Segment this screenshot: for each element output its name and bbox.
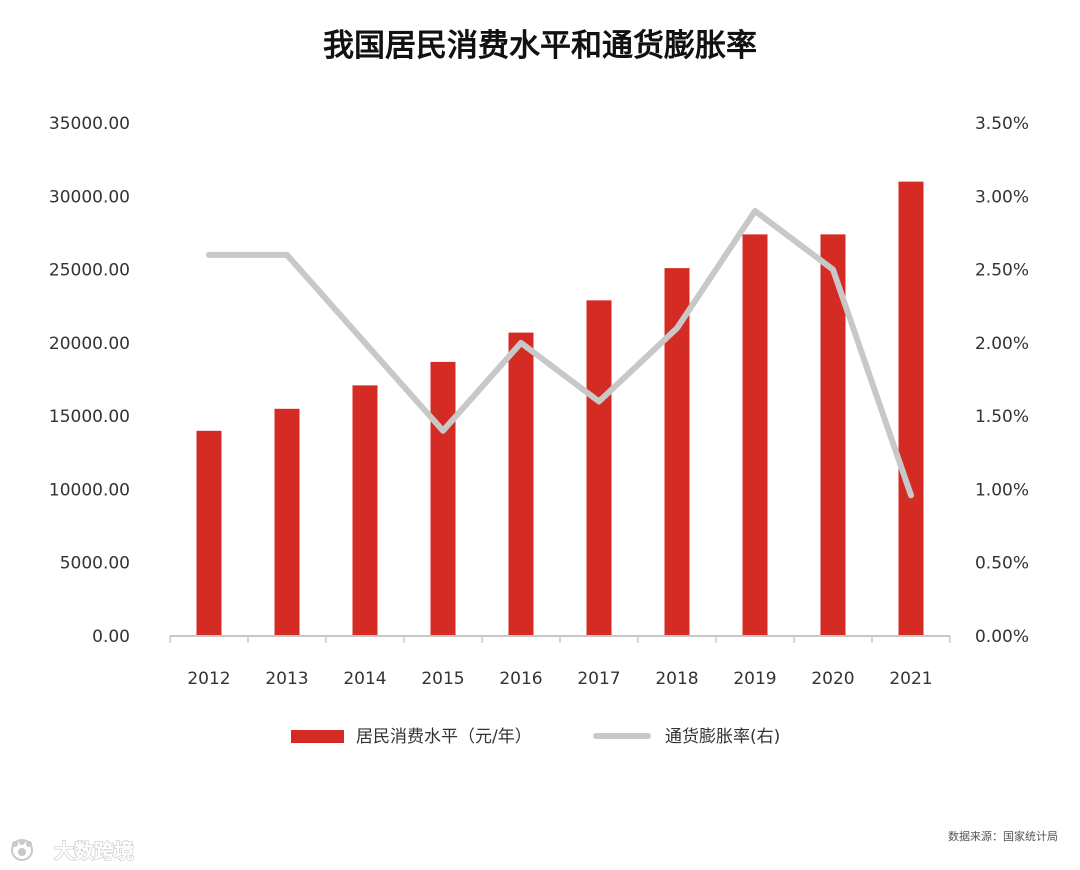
bar-2021 (898, 181, 924, 636)
source-note: 数据来源：国家统计局 (948, 829, 1058, 843)
left-axis-tick-label: 15000.00 (49, 407, 130, 427)
left-axis-tick-label: 25000.00 (49, 261, 130, 281)
x-axis-label-2016: 2016 (499, 669, 542, 689)
x-axis-label-2017: 2017 (577, 669, 620, 689)
legend: 居民消费水平（元/年） 通货膨胀率(右) (291, 727, 780, 747)
chart-title: 我国居民消费水平和通货膨胀率 (323, 28, 757, 64)
bar-2014 (352, 385, 378, 636)
bar-2015 (430, 361, 456, 636)
left-axis-ticks: 0.00 5000.00 10000.00 15000.00 20000.00 25000… (49, 114, 130, 647)
x-axis-label-2012: 2012 (187, 669, 230, 689)
right-axis-tick-label: 3.00% (975, 187, 1029, 207)
bar-2016 (508, 332, 534, 636)
paw-logo-icon (11, 839, 33, 861)
watermark: 大数跨境 (11, 838, 135, 864)
right-axis-tick-label: 0.50% (975, 554, 1029, 574)
left-axis-tick-label: 30000.00 (49, 187, 130, 207)
bar-2013 (274, 408, 300, 636)
x-axis-label-2019: 2019 (733, 669, 776, 689)
right-axis-tick-label: 1.50% (975, 407, 1029, 427)
bar-2019 (742, 234, 768, 636)
right-axis-tick-label: 2.00% (975, 334, 1029, 354)
x-axis-label-2013: 2013 (265, 669, 308, 689)
x-axis-label-2020: 2020 (811, 669, 854, 689)
left-axis-tick-label: 35000.00 (49, 114, 130, 134)
bar-2017 (586, 300, 612, 636)
legend-bar-label: 居民消费水平（元/年） (356, 727, 532, 747)
right-axis-ticks: 0.00% 0.50% 1.00% 1.50% 2.00% 2.50% 3.00% 3.50% (975, 114, 1029, 647)
x-axis-label-2018: 2018 (655, 669, 698, 689)
x-axis-labels: 2012 2013 2014 2015 2016 2017 2018 2019 2020 2021 (187, 669, 932, 689)
watermark-text: 大数跨境 (54, 839, 134, 863)
right-axis-tick-label: 1.00% (975, 480, 1029, 500)
left-axis-tick-label: 0.00 (92, 627, 130, 647)
left-axis-tick-label: 5000.00 (60, 554, 130, 574)
legend-bar-swatch (291, 730, 344, 743)
legend-line-label: 通货膨胀率(右) (665, 727, 780, 747)
right-axis-tick-label: 2.50% (975, 261, 1029, 281)
right-axis-tick-label: 0.00% (975, 627, 1029, 647)
left-axis-tick-label: 10000.00 (49, 480, 130, 500)
right-axis-tick-label: 3.50% (975, 114, 1029, 134)
left-axis-tick-label: 20000.00 (49, 334, 130, 354)
inflation-line (206, 207, 914, 499)
bar-2012 (196, 430, 222, 636)
x-axis-label-2014: 2014 (343, 669, 386, 689)
x-axis-ticks (169, 636, 951, 643)
x-axis-label-2015: 2015 (421, 669, 464, 689)
line-series (206, 207, 914, 499)
bar-series (196, 181, 924, 636)
x-axis-label-2021: 2021 (889, 669, 932, 689)
